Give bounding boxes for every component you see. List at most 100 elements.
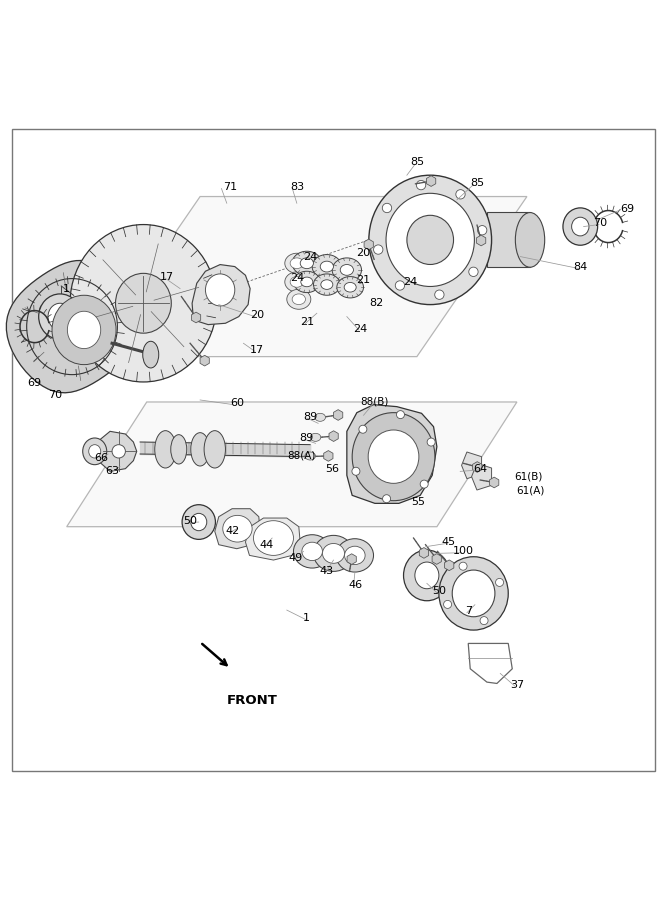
Circle shape	[416, 180, 426, 190]
Text: 70: 70	[47, 390, 62, 400]
Text: 42: 42	[225, 526, 239, 536]
Ellipse shape	[143, 341, 159, 368]
Ellipse shape	[67, 311, 101, 348]
Text: 1: 1	[303, 613, 310, 623]
Ellipse shape	[83, 438, 107, 464]
Polygon shape	[192, 265, 250, 325]
Text: 61(A): 61(A)	[516, 485, 544, 495]
Ellipse shape	[337, 276, 364, 298]
Text: 88(B): 88(B)	[361, 397, 389, 407]
Ellipse shape	[386, 194, 474, 286]
Circle shape	[480, 616, 488, 625]
Polygon shape	[191, 312, 201, 323]
Ellipse shape	[290, 258, 303, 268]
Ellipse shape	[115, 274, 171, 333]
Ellipse shape	[290, 276, 303, 287]
Ellipse shape	[345, 546, 365, 564]
Polygon shape	[215, 508, 260, 549]
Polygon shape	[347, 554, 356, 564]
Ellipse shape	[52, 295, 116, 364]
Circle shape	[459, 562, 467, 571]
Text: 21: 21	[356, 274, 371, 285]
Text: 37: 37	[510, 680, 524, 689]
Polygon shape	[462, 452, 482, 479]
Ellipse shape	[310, 433, 321, 441]
Ellipse shape	[182, 505, 215, 539]
Ellipse shape	[323, 544, 344, 563]
Text: 50: 50	[183, 517, 197, 526]
Polygon shape	[473, 462, 482, 472]
Polygon shape	[334, 410, 343, 420]
Ellipse shape	[336, 539, 374, 572]
Circle shape	[420, 480, 428, 488]
Ellipse shape	[70, 225, 217, 382]
Polygon shape	[7, 260, 138, 392]
Ellipse shape	[563, 208, 598, 245]
Polygon shape	[420, 547, 429, 558]
Text: 66: 66	[95, 453, 108, 463]
Text: 89: 89	[303, 411, 317, 421]
Text: 56: 56	[325, 464, 339, 473]
Text: 69: 69	[620, 203, 634, 213]
Ellipse shape	[404, 550, 450, 600]
Circle shape	[374, 245, 383, 254]
Polygon shape	[323, 451, 333, 462]
Circle shape	[435, 290, 444, 300]
Text: 17: 17	[249, 345, 264, 355]
Text: 44: 44	[259, 540, 274, 550]
Ellipse shape	[320, 261, 334, 272]
Ellipse shape	[340, 265, 354, 275]
Polygon shape	[329, 431, 338, 442]
Text: 20: 20	[249, 310, 264, 320]
Ellipse shape	[313, 274, 340, 295]
Circle shape	[469, 267, 478, 276]
Ellipse shape	[516, 212, 545, 267]
Ellipse shape	[572, 217, 589, 236]
Ellipse shape	[285, 272, 309, 292]
Ellipse shape	[352, 412, 435, 500]
Ellipse shape	[407, 215, 454, 265]
Text: 24: 24	[303, 252, 317, 262]
Text: 85: 85	[470, 178, 484, 188]
Polygon shape	[67, 402, 517, 526]
Text: 50: 50	[432, 587, 446, 597]
Text: 24: 24	[289, 273, 304, 283]
Text: 49: 49	[288, 554, 303, 563]
Circle shape	[396, 281, 405, 290]
Ellipse shape	[89, 445, 101, 458]
Text: 71: 71	[223, 182, 237, 192]
Text: 24: 24	[353, 324, 368, 334]
Ellipse shape	[415, 562, 439, 589]
Polygon shape	[445, 560, 454, 571]
Ellipse shape	[293, 271, 320, 292]
Ellipse shape	[368, 430, 419, 483]
Ellipse shape	[313, 536, 354, 572]
Circle shape	[359, 425, 367, 433]
Polygon shape	[347, 405, 437, 503]
Text: 24: 24	[403, 277, 418, 287]
Polygon shape	[245, 518, 300, 560]
Polygon shape	[468, 644, 512, 683]
Text: 85: 85	[410, 157, 424, 166]
Ellipse shape	[155, 431, 176, 468]
Ellipse shape	[312, 255, 342, 279]
Text: 21: 21	[299, 317, 314, 327]
Circle shape	[383, 495, 391, 503]
Circle shape	[396, 410, 404, 419]
Text: 17: 17	[159, 272, 174, 282]
Text: FRONT: FRONT	[227, 694, 277, 706]
Polygon shape	[472, 464, 492, 490]
Ellipse shape	[292, 251, 321, 275]
Polygon shape	[490, 477, 499, 488]
Polygon shape	[200, 356, 209, 366]
Ellipse shape	[302, 542, 322, 561]
Text: 60: 60	[230, 399, 243, 409]
Ellipse shape	[332, 258, 362, 282]
Text: 1: 1	[63, 284, 70, 293]
Ellipse shape	[369, 176, 492, 304]
Text: 82: 82	[370, 298, 384, 309]
Text: 43: 43	[319, 566, 334, 576]
Polygon shape	[432, 554, 442, 564]
Ellipse shape	[287, 289, 311, 310]
Ellipse shape	[292, 294, 305, 304]
